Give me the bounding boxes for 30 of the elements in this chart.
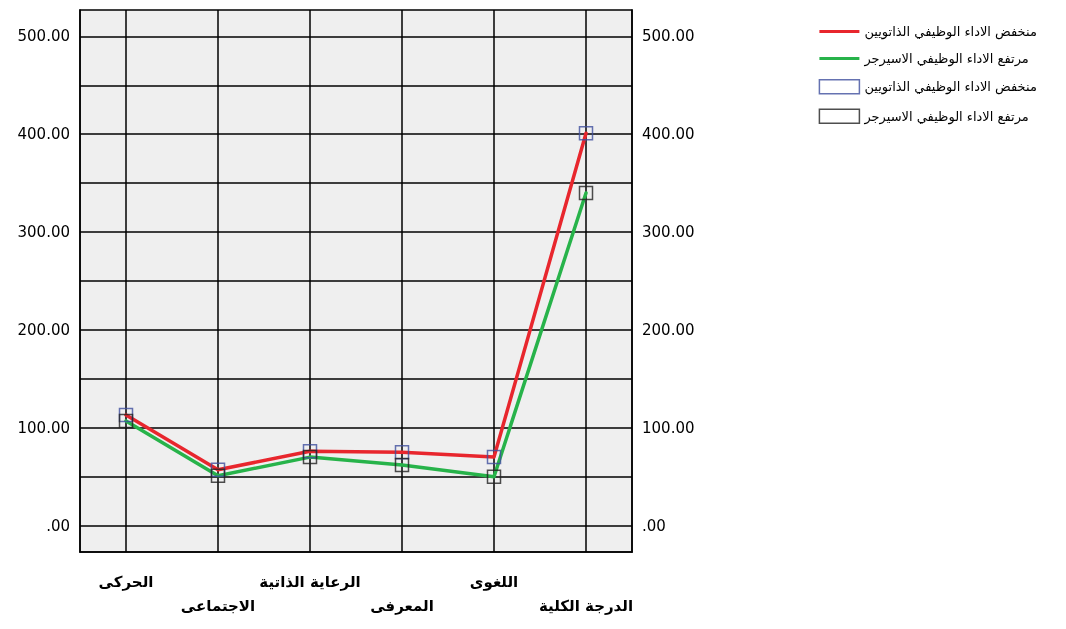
legend-label: منخفض الاداء الوظيفي الذاتويين — [864, 79, 1042, 96]
x-tick-label: المعرفى — [370, 597, 434, 615]
y2-tick-label: 100.00 — [642, 418, 695, 437]
legend-label: مرتفع الاداء الوظيفي الاسيرجر — [863, 108, 1033, 125]
x-tick-label: الحركى — [98, 573, 154, 591]
point — [578, 185, 594, 201]
legend-label: مرتفع الاداء الوظيفي الاسيرجر — [863, 51, 1029, 67]
point — [486, 469, 502, 484]
y-tick-label: 200.00 — [17, 320, 70, 339]
point — [302, 449, 318, 465]
y2-tick-label: .00 — [642, 516, 666, 535]
x-tick-label: الاجتماعى — [180, 597, 256, 615]
point — [118, 413, 134, 429]
y-tick-label: 300.00 — [17, 223, 70, 242]
point — [394, 457, 410, 473]
x-tick-label: الرعاية الذاتية — [259, 573, 361, 591]
x-tick-label: الدرجة الكلية — [538, 597, 634, 615]
y2-tick-label: 200.00 — [642, 320, 695, 339]
point — [210, 468, 226, 483]
y-tick-label: .00 — [46, 516, 70, 535]
y-tick-label: 500.00 — [17, 27, 70, 46]
y-tick-label: 400.00 — [17, 125, 70, 144]
x-tick-label: اللغوى — [469, 573, 519, 591]
y2-tick-label: 300.00 — [642, 223, 695, 242]
point — [578, 126, 594, 141]
legend-label: منخفض الاداء الوظيفي الذاتويين — [864, 24, 1037, 40]
point — [486, 449, 502, 465]
y2-tick-label: 500.00 — [642, 27, 695, 46]
y2-tick-label: 400.00 — [642, 125, 695, 144]
y-tick-label: 100.00 — [17, 418, 70, 437]
